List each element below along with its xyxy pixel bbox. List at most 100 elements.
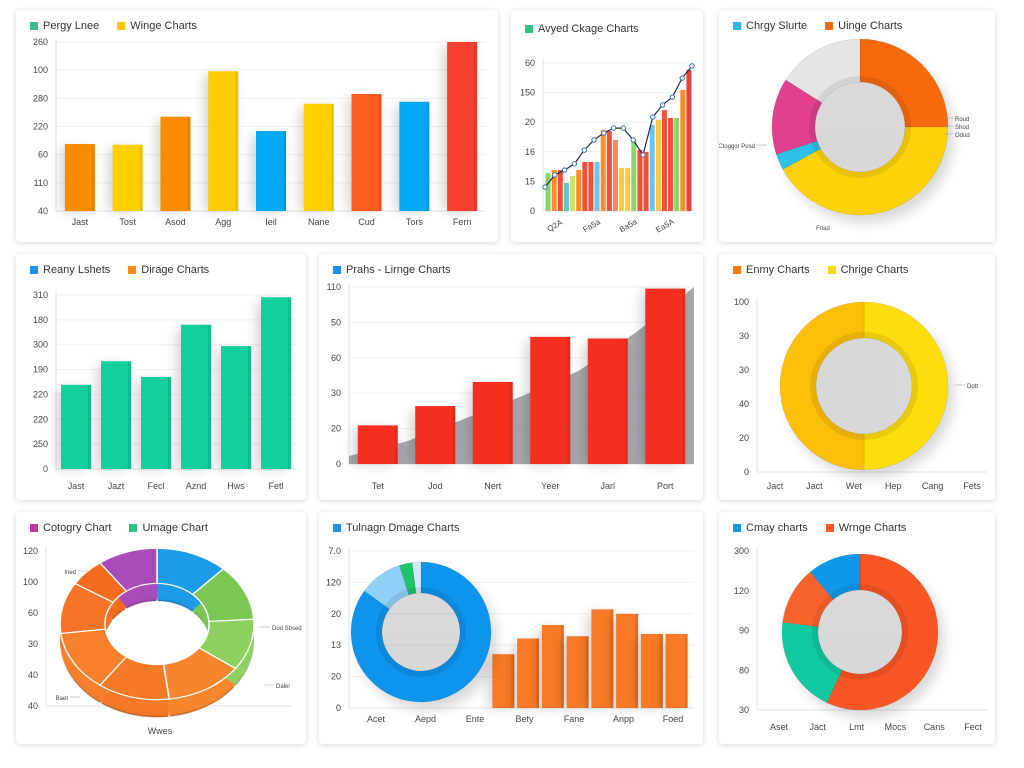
- bar-side: [288, 297, 291, 469]
- bar: [472, 381, 513, 464]
- y-tick-label: 310: [33, 290, 48, 300]
- donut-slice: [782, 126, 949, 216]
- bar: [587, 338, 628, 464]
- chart-panel-1: Pergy Lnee Winge Charts 40 110 60 220 280 100…: [16, 10, 498, 242]
- chart-panel-6: Enmy Charts Chrige Charts 0 20 40 30 30 100 Ja…: [719, 254, 995, 500]
- y-tick-label: 0: [336, 459, 341, 469]
- y-tick-label: 30: [28, 639, 38, 649]
- y-tick-label: 30: [739, 705, 749, 715]
- y-tick-label: 13: [331, 640, 341, 650]
- y-tick-label: 180: [33, 315, 48, 325]
- bar: [64, 144, 95, 211]
- line-point: [581, 147, 587, 153]
- legend-swatch: [827, 266, 836, 274]
- bar: [591, 609, 614, 708]
- y-tick-label: 300: [33, 340, 48, 350]
- legend-item: Uinge Charts: [825, 20, 902, 32]
- legend-label: Chrgy Slurte: [746, 20, 808, 32]
- line-series: [544, 65, 693, 188]
- legend-swatch: [733, 266, 741, 274]
- y-tick-label: 300: [734, 546, 749, 556]
- legend-label: Avyed Ckage Charts: [538, 23, 639, 35]
- y-tick-label: 100: [734, 297, 749, 307]
- bar: [612, 139, 618, 211]
- bar-side: [511, 654, 515, 708]
- chart-panel-2: Avyed Ckage Charts 0 15 16 20 150 60 Q2A Fa5a Ba…: [511, 10, 703, 242]
- bar: [640, 633, 663, 708]
- chart-panel-5: Prahs - Lirnge Charts 0 20 30 60 50 110 Tet Jod…: [319, 254, 703, 500]
- bar-side: [88, 384, 91, 469]
- x-tick-label: Anpp: [613, 714, 634, 724]
- bar: [570, 175, 576, 211]
- y-tick-label: 60: [38, 150, 48, 160]
- y-tick-label: 20: [525, 117, 535, 127]
- bar: [261, 297, 291, 469]
- x-tick-label: Jact: [810, 722, 827, 732]
- y-tick-label: 40: [739, 399, 749, 409]
- y-tick-label: 0: [744, 467, 749, 477]
- y-tick-label: 120: [326, 577, 341, 587]
- legend-swatch: [128, 266, 137, 274]
- y-tick-label: 16: [525, 147, 535, 157]
- bar: [351, 94, 382, 211]
- bar: [582, 161, 588, 211]
- legend-item: Dirage Charts: [128, 264, 209, 276]
- chart-canvas: 30 80 90 120 300 Aset Jact Lmt Mocs Cans Fect: [734, 546, 987, 732]
- x-tick-label: Cans: [924, 722, 946, 732]
- y-tick-label: 20: [331, 672, 341, 682]
- legend-swatch: [30, 266, 38, 274]
- bar-side: [378, 94, 382, 211]
- annotation-label: Dalel: [276, 684, 290, 690]
- legend-item: Winge Charts: [117, 20, 197, 32]
- legend-label: Cmay charts: [746, 522, 808, 534]
- x-tick-label: Jazt: [108, 481, 125, 491]
- y-tick-label: 110: [327, 282, 341, 292]
- bar-side: [139, 144, 143, 211]
- x-tick-label: Ente: [466, 714, 485, 724]
- x-tick-label: Asod: [165, 217, 186, 227]
- bar: [181, 324, 211, 469]
- bar: [141, 376, 171, 469]
- legend-label: Prahs - Lirnge Charts: [346, 264, 451, 276]
- legend: Pergy Lnee Winge Charts: [30, 20, 197, 32]
- donut-slice: [863, 301, 949, 471]
- line-point: [610, 125, 617, 131]
- bar: [545, 173, 551, 211]
- chart-panel-3: Chrgy Slurte Uinge Charts Roud Shod Odud Ct…: [719, 10, 995, 242]
- legend: Chrgy Slurte Uinge Charts: [733, 20, 902, 32]
- donut-slice: [826, 553, 939, 711]
- y-tick-label: 280: [33, 93, 48, 103]
- line-point: [542, 184, 548, 190]
- line-point: [659, 102, 666, 108]
- legend: Avyed Ckage Charts: [525, 23, 639, 35]
- annotation-label: Ined: [64, 570, 76, 576]
- legend-item: Avyed Ckage Charts: [525, 23, 639, 35]
- bar: [649, 124, 655, 211]
- y-tick-label: 0: [530, 206, 535, 216]
- legend-swatch: [525, 25, 533, 33]
- bar-side: [187, 116, 191, 211]
- line-point: [669, 94, 676, 100]
- x-tick-label: Fa5a: [581, 217, 602, 234]
- donut-slice: [364, 565, 410, 610]
- line-point: [640, 152, 646, 158]
- line-point: [630, 137, 636, 143]
- legend-swatch: [333, 266, 341, 274]
- bar: [101, 361, 131, 469]
- chart-canvas: 0 20 13 20 120 7.0 Acet Aepd Ente Bety Fane Anpp Foe…: [326, 546, 694, 724]
- bar-side: [235, 71, 239, 211]
- donut-slice: [859, 38, 949, 128]
- donut-inner-shade: [809, 76, 911, 178]
- legend-item: Cotogry Chart: [30, 522, 111, 534]
- x-tick-label: Fecl: [147, 481, 164, 491]
- y-tick-label: 120: [23, 546, 38, 556]
- bar-side: [168, 376, 171, 469]
- bar: [557, 170, 563, 211]
- legend-label: Cotogry Chart: [43, 522, 112, 534]
- line-point: [650, 114, 656, 120]
- x-tick-label: Foed: [663, 714, 684, 724]
- x-tick-label: Fane: [564, 714, 585, 724]
- legend-item: Chrgy Slurte: [733, 20, 807, 32]
- bar: [517, 638, 540, 708]
- bar: [645, 288, 686, 464]
